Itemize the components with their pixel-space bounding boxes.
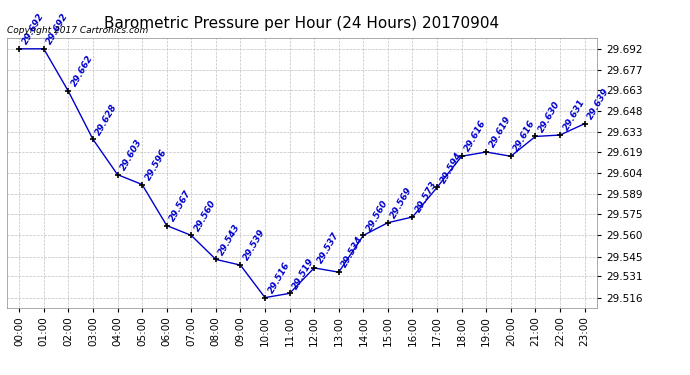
Text: 29.516: 29.516 [266, 260, 291, 295]
Text: 29.630: 29.630 [537, 99, 562, 134]
Text: 29.534: 29.534 [340, 235, 365, 269]
Text: 29.662: 29.662 [70, 54, 95, 88]
Text: 29.567: 29.567 [168, 188, 193, 223]
Text: Copyright 2017 Cartronics.com: Copyright 2017 Cartronics.com [7, 26, 148, 35]
Title: Barometric Pressure per Hour (24 Hours) 20170904: Barometric Pressure per Hour (24 Hours) … [104, 16, 500, 31]
Text: 29.519: 29.519 [291, 256, 316, 291]
Text: 29.560: 29.560 [193, 198, 218, 232]
Text: 29.573: 29.573 [414, 180, 439, 214]
Text: 29.692: 29.692 [45, 12, 70, 46]
Text: 29.619: 29.619 [488, 115, 513, 149]
Text: 29.639: 29.639 [586, 87, 611, 121]
Text: 29.616: 29.616 [512, 119, 538, 153]
Text: 29.628: 29.628 [95, 102, 119, 136]
Text: 29.543: 29.543 [217, 222, 242, 256]
Text: 29.692: 29.692 [21, 12, 46, 46]
Text: 29.631: 29.631 [562, 98, 586, 132]
Text: 29.537: 29.537 [315, 231, 341, 265]
Text: 29.594: 29.594 [438, 150, 464, 184]
Text: 29.616: 29.616 [463, 119, 488, 153]
Text: 29.560: 29.560 [365, 198, 390, 232]
Text: 29.569: 29.569 [389, 185, 415, 220]
Text: 29.596: 29.596 [144, 147, 168, 182]
Text: 29.539: 29.539 [241, 228, 267, 262]
Text: 29.603: 29.603 [119, 137, 144, 172]
